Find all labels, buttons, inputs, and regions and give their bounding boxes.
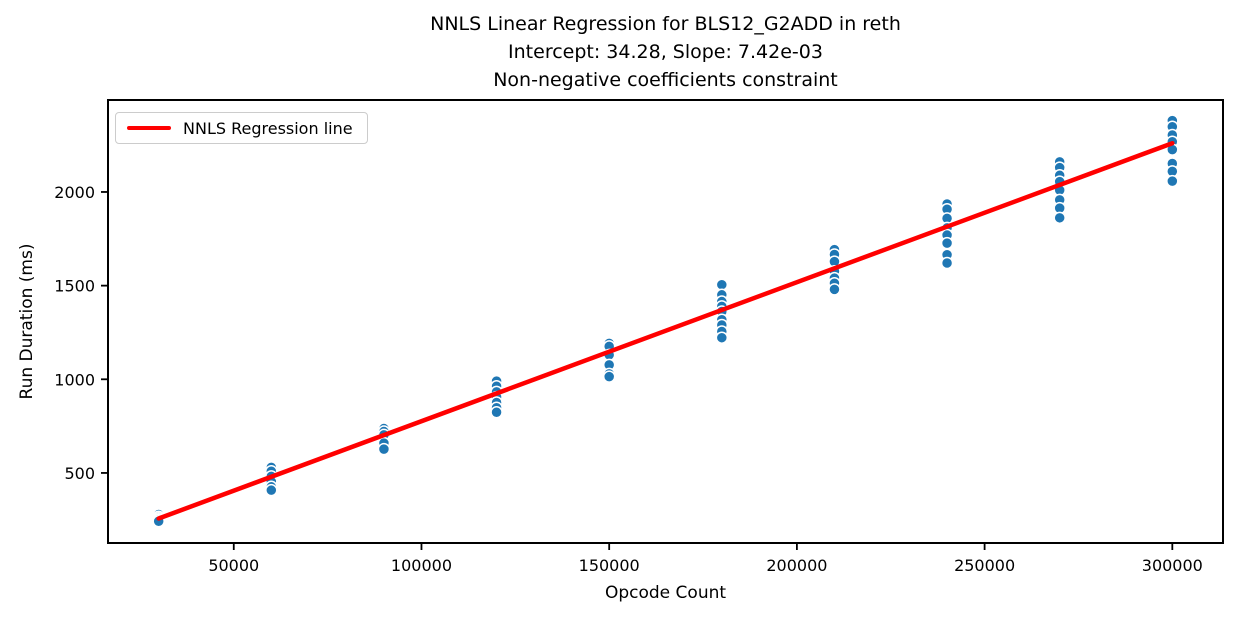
x-tick-label: 150000	[579, 556, 640, 575]
regression-line-legend-swatch	[127, 125, 171, 131]
y-tick-label: 1500	[54, 277, 95, 296]
scatter-point	[377, 442, 391, 456]
legend-label: NNLS Regression line	[183, 118, 353, 138]
scatter-point	[715, 278, 729, 291]
scatter-point	[602, 370, 616, 383]
x-tick-label: 100000	[391, 556, 452, 575]
title-line-1: NNLS Linear Regression for BLS12_G2ADD i…	[430, 13, 901, 35]
y-tick-label: 500	[64, 464, 95, 483]
scatter-point	[490, 406, 503, 419]
x-tick-label: 300000	[1142, 556, 1203, 575]
x-axis-label: Opcode Count	[604, 583, 727, 603]
x-tick-label: 50000	[208, 556, 259, 575]
x-tick-label: 200000	[766, 556, 827, 575]
title-line-3: Non-negative coefficients constraint	[493, 69, 838, 91]
y-tick-label: 2000	[54, 183, 95, 202]
axes-frame	[107, 99, 1224, 544]
chart-title: NNLS Linear Regression for BLS12_G2ADD i…	[108, 10, 1223, 94]
scatter-point	[715, 331, 729, 344]
x-tick-label: 250000	[954, 556, 1015, 575]
scatter-point	[828, 283, 841, 296]
title-line-2: Intercept: 34.28, Slope: 7.42e-03	[508, 41, 823, 63]
legend: NNLS Regression line	[115, 112, 368, 144]
regression-line	[156, 140, 1175, 521]
y-axis-label: Run Duration (ms)	[17, 243, 37, 400]
scatter-point	[940, 236, 954, 250]
scatter-point	[265, 483, 278, 497]
y-tick-label: 1000	[54, 370, 95, 389]
scatter-point	[1053, 211, 1066, 225]
scatter-point	[940, 256, 954, 270]
scatter-point	[1166, 174, 1179, 188]
